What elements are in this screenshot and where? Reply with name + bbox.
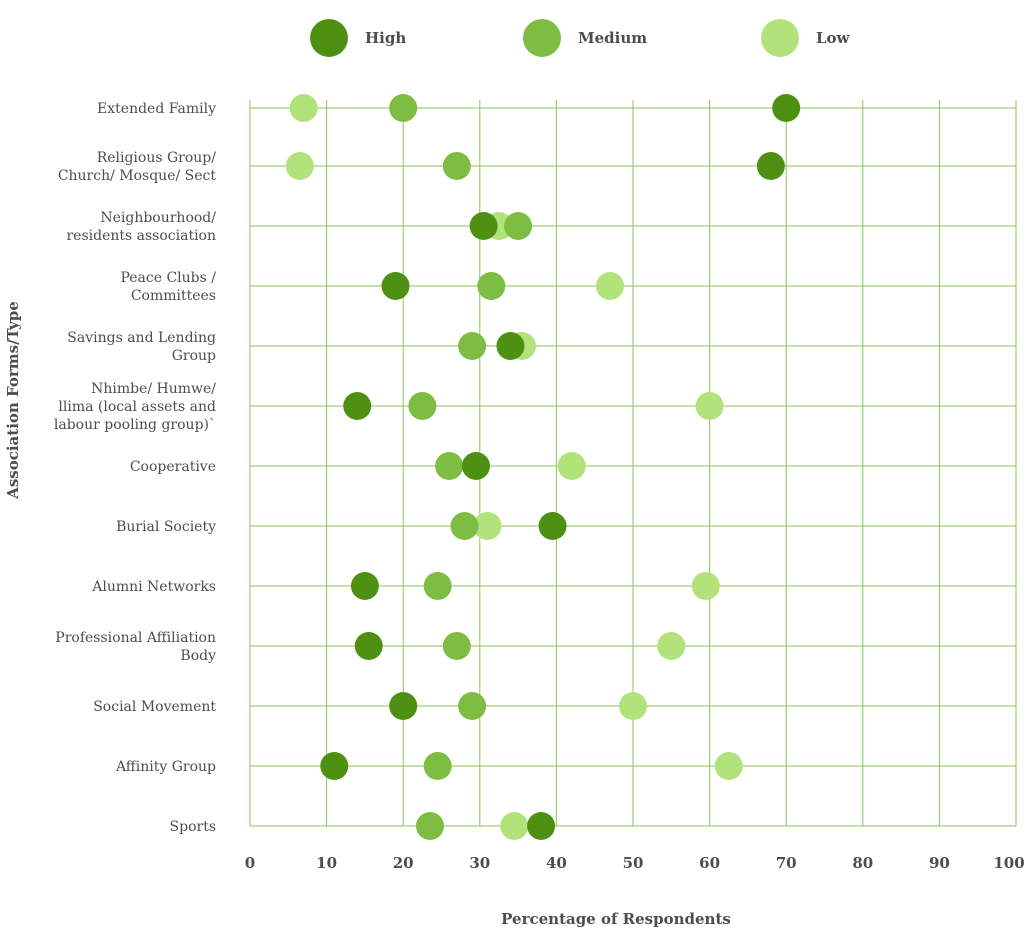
x-tick-label: 20 <box>393 854 414 872</box>
x-tick-label: 90 <box>929 854 950 872</box>
category-label-line: Extended Family <box>97 101 216 117</box>
data-point-high <box>538 512 567 540</box>
data-point-high <box>756 152 785 180</box>
data-point-high <box>772 94 801 122</box>
x-tick-label: 30 <box>469 854 490 872</box>
category-label-line: Committees <box>131 288 216 304</box>
data-point-high <box>496 332 525 360</box>
data-point-low <box>557 452 586 480</box>
category-label-line: Sports <box>170 819 216 835</box>
category-labels: Extended Family Religious Group/Church/ M… <box>54 101 216 835</box>
category-label: Alumni Networks <box>91 579 216 595</box>
legend-label: High <box>365 29 406 47</box>
category-label: Cooperative <box>130 459 216 475</box>
data-point-medium <box>389 94 418 122</box>
x-axis-title: Percentage of Respondents <box>501 910 731 928</box>
data-point-medium <box>423 752 452 780</box>
category-label-line: Cooperative <box>130 459 216 475</box>
category-label-line: Religious Group/ <box>97 150 217 166</box>
x-tick-label: 40 <box>546 854 567 872</box>
x-tick-label: 70 <box>776 854 797 872</box>
category-label: Professional Affiliation Body <box>55 630 216 664</box>
x-tick-label: 60 <box>699 854 720 872</box>
category-label-line: Peace Clubs / <box>120 270 216 286</box>
data-point-medium <box>423 572 452 600</box>
data-point-medium <box>458 692 487 720</box>
data-point-high <box>381 272 410 300</box>
data-point-medium <box>435 452 464 480</box>
data-point-low <box>714 752 743 780</box>
y-axis-title: Association Forms/Type <box>4 301 22 500</box>
data-point-medium <box>442 632 471 660</box>
category-label-line: Alumni Networks <box>91 579 216 595</box>
category-label: Extended Family <box>97 101 216 117</box>
x-tick-labels: 0 10 20 30 40 50 60 70 80 90 100 <box>245 854 1024 872</box>
x-tick-label: 100 <box>993 854 1024 872</box>
data-point-low <box>285 152 314 180</box>
category-label-line: Savings and Lending <box>67 330 216 346</box>
data-point-high <box>527 812 556 840</box>
category-label-line: Nhimbe/ Humwe/ <box>91 381 216 397</box>
data-point-medium <box>450 512 479 540</box>
data-point-high <box>350 572 379 600</box>
data-points <box>285 94 801 840</box>
category-label: Savings and Lending Group <box>67 330 216 364</box>
category-label-line: Professional Affiliation <box>55 630 216 646</box>
category-label: Affinity Group <box>115 759 216 775</box>
category-label: Burial Society <box>116 519 216 535</box>
category-label-line: labour pooling group)` <box>54 417 216 433</box>
legend-label: Medium <box>578 29 647 47</box>
data-point-low <box>657 632 686 660</box>
category-label-line: Body <box>180 648 216 664</box>
x-tick-label: 10 <box>316 854 337 872</box>
category-label: Neighbourhood/residents association <box>66 210 216 244</box>
category-label-line: Burial Society <box>116 519 216 535</box>
legend-marker-high <box>310 19 348 57</box>
data-point-high <box>389 692 418 720</box>
legend-label: Low <box>816 29 851 47</box>
data-point-high <box>461 452 490 480</box>
data-point-medium <box>416 812 445 840</box>
grid <box>249 100 1017 827</box>
data-point-medium <box>408 392 437 420</box>
category-label: Peace Clubs / Committees <box>120 270 216 304</box>
data-point-high <box>343 392 372 420</box>
data-point-low <box>695 392 724 420</box>
x-tick-label: 50 <box>623 854 644 872</box>
data-point-medium <box>458 332 487 360</box>
x-tick-label: 0 <box>245 854 255 872</box>
data-point-low <box>691 572 720 600</box>
data-point-medium <box>477 272 506 300</box>
data-point-medium <box>504 212 533 240</box>
category-label-line: Church/ Mosque/ Sect <box>58 168 217 184</box>
data-point-high <box>354 632 383 660</box>
data-point-low <box>596 272 625 300</box>
category-label-line: Affinity Group <box>115 759 216 775</box>
data-point-low <box>289 94 318 122</box>
category-label-line: Social Movement <box>93 699 216 715</box>
data-point-high <box>469 212 498 240</box>
category-label: Sports <box>170 819 216 835</box>
category-label: Social Movement <box>93 699 216 715</box>
x-tick-label: 80 <box>852 854 873 872</box>
category-label-line: residents association <box>66 228 216 244</box>
category-label: Religious Group/Church/ Mosque/ Sect <box>58 150 217 184</box>
legend-marker-low <box>761 19 799 57</box>
legend-marker-medium <box>523 19 561 57</box>
data-point-high <box>320 752 349 780</box>
category-label-line: Neighbourhood/ <box>100 210 216 226</box>
data-point-low <box>500 812 529 840</box>
data-point-low <box>473 512 502 540</box>
data-point-low <box>619 692 647 720</box>
legend: High Medium Low <box>310 19 851 57</box>
data-point-medium <box>442 152 471 180</box>
category-label-line: Group <box>172 348 216 364</box>
category-label: Nhimbe/ Humwe/llima (local assets and lab… <box>54 381 216 433</box>
category-label-line: llima (local assets and <box>58 399 216 415</box>
